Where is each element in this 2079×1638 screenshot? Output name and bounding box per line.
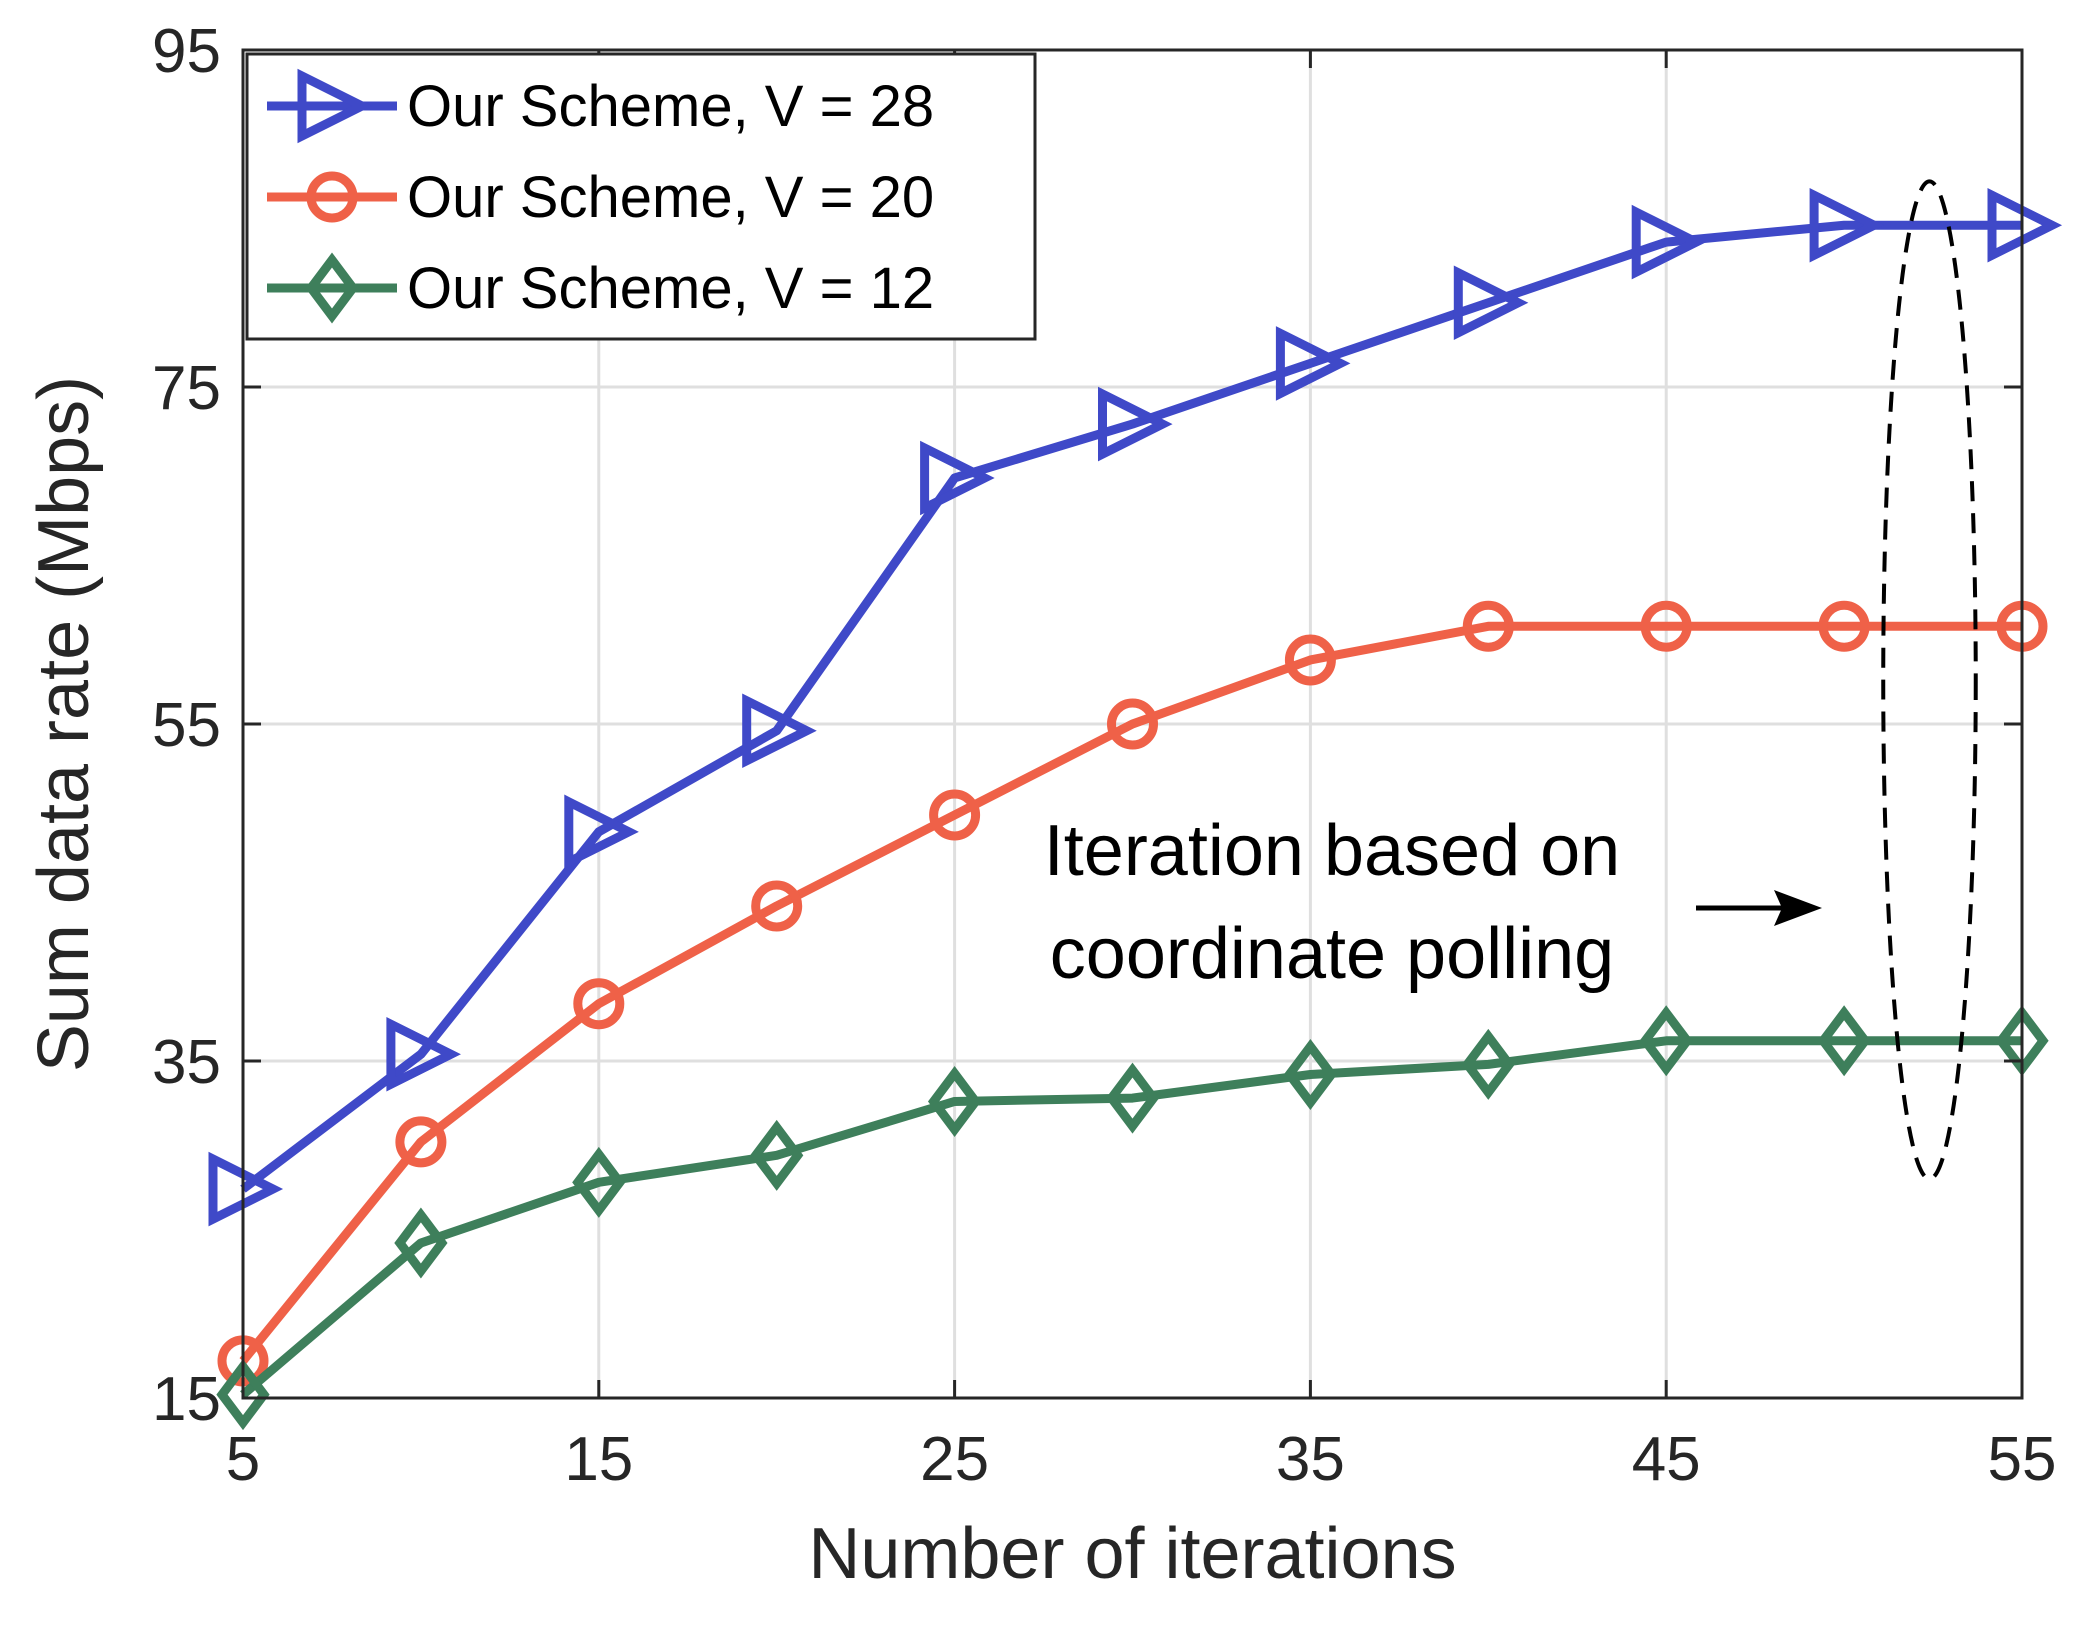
legend-entry-1: Our Scheme, V = 20 — [267, 165, 934, 230]
legend-entry-0: Our Scheme, V = 28 — [267, 68, 934, 144]
legend-entry-2: Our Scheme, V = 12 — [267, 252, 934, 324]
series-line — [239, 621, 2022, 1364]
legend-marker — [305, 252, 359, 324]
data-point — [1817, 1005, 1871, 1077]
data-point — [927, 1065, 982, 1137]
data-point — [1283, 1038, 1338, 1110]
data-point — [750, 1119, 804, 1191]
data-point — [751, 880, 803, 932]
data-point — [1639, 1005, 1693, 1077]
series-1 — [217, 600, 2048, 1387]
y-axis-title: Sum data rate (Mbps) — [24, 376, 104, 1072]
data-point — [1098, 386, 1173, 462]
y-tick-label: 55 — [152, 691, 221, 760]
annotation-text-line: coordinate polling — [1050, 914, 1614, 994]
y-tick-label: 95 — [152, 17, 221, 86]
data-point — [1453, 265, 1529, 341]
legend-label: Our Scheme, V = 20 — [407, 165, 934, 230]
data-point — [1818, 600, 1870, 652]
data-point — [1461, 1028, 1515, 1100]
x-tick-label: 45 — [1632, 1425, 1701, 1494]
series-line — [240, 220, 2022, 1193]
legend-label: Our Scheme, V = 28 — [407, 74, 934, 139]
data-point — [395, 1116, 447, 1168]
y-tick-label: 35 — [152, 1028, 221, 1097]
x-tick-label: 15 — [564, 1425, 633, 1494]
x-tick-label: 25 — [920, 1425, 989, 1494]
series-2 — [216, 1005, 2049, 1431]
data-point — [386, 1016, 461, 1092]
x-tick-label: 35 — [1276, 1425, 1345, 1494]
data-point — [1275, 326, 1351, 401]
x-tick-label: 55 — [1988, 1425, 2057, 1494]
series-line — [240, 1036, 2022, 1399]
legend-marker — [297, 68, 373, 144]
x-axis-title: Number of iterations — [808, 1514, 1456, 1594]
data-point — [1631, 204, 1707, 280]
data-point — [573, 978, 625, 1030]
data-point — [1640, 600, 1692, 652]
data-point — [394, 1207, 448, 1279]
data-point — [1105, 1062, 1160, 1134]
data-point — [742, 693, 817, 769]
legend-marker — [306, 171, 358, 223]
data-point — [572, 1146, 626, 1218]
data-point — [1107, 698, 1158, 750]
annotation-arrow-head — [1774, 890, 1822, 926]
legend-label: Our Scheme, V = 12 — [407, 256, 934, 321]
x-tick-label: 5 — [226, 1425, 260, 1494]
legend: Our Scheme, V = 28 Our Scheme, V = 20 Our … — [245, 52, 1037, 341]
data-point — [1462, 600, 1514, 652]
y-tick-label: 75 — [152, 354, 221, 423]
y-tick-label: 15 — [152, 1365, 221, 1434]
data-point — [1809, 187, 1885, 263]
annotation-text-line: Iteration based on — [1044, 811, 1620, 891]
annotation: Iteration based on coordinate polling — [1044, 179, 1978, 1181]
data-point — [929, 789, 981, 841]
data-point — [564, 794, 639, 870]
annotation-ellipse — [1881, 179, 1978, 1181]
data-point — [1284, 634, 1336, 686]
series-0 — [208, 187, 2063, 1227]
data-point — [216, 1359, 270, 1431]
series-layer — [208, 187, 2063, 1431]
axes-box — [241, 48, 2024, 1400]
data-point — [920, 440, 995, 516]
